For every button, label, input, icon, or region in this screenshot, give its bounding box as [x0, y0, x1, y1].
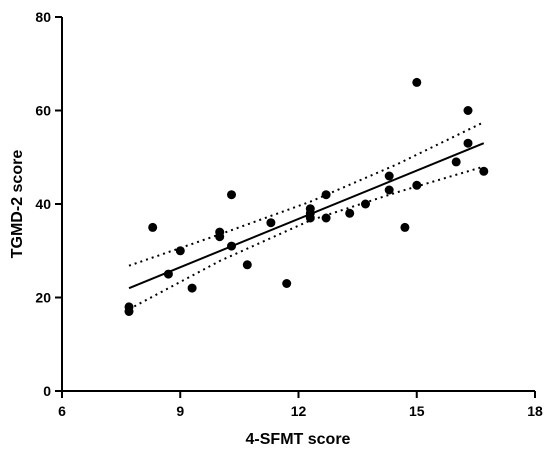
data-point [463, 106, 473, 115]
data-point [345, 208, 355, 218]
data-point [384, 171, 394, 181]
data-point [321, 213, 331, 223]
data-point [163, 269, 173, 279]
confidence-band [128, 121, 485, 311]
x-tick-label: 9 [176, 403, 184, 419]
data-points [124, 77, 489, 316]
data-point [227, 190, 236, 200]
data-point [451, 157, 461, 167]
data-point [148, 222, 158, 232]
axes [61, 17, 535, 392]
data-point [479, 166, 489, 176]
data-point [305, 213, 315, 223]
regression-line-group [128, 142, 485, 290]
x-axis-title: 4-SFMT score [246, 431, 351, 448]
data-point [321, 190, 331, 200]
y-tick-label: 0 [43, 383, 51, 399]
data-point [124, 307, 134, 316]
data-point [242, 260, 252, 270]
data-point [384, 185, 394, 195]
data-point [266, 218, 276, 228]
x-tick-label: 18 [527, 403, 543, 419]
y-ticks: 0 20 40 60 80 [35, 9, 62, 399]
x-tick-label: 6 [58, 403, 66, 419]
data-point [187, 283, 197, 293]
data-point [400, 222, 410, 232]
y-tick-label: 40 [35, 196, 51, 212]
ci-lower-line [128, 165, 485, 311]
y-axis-title: TGMD-2 score [9, 150, 26, 259]
x-ticks: 6 9 12 15 18 [58, 391, 543, 419]
data-point [175, 246, 185, 256]
data-point [361, 199, 370, 209]
data-point [215, 232, 225, 242]
data-point [412, 77, 422, 87]
regression-line [128, 142, 485, 290]
x-tick-label: 12 [291, 403, 307, 419]
x-tick-label: 15 [409, 403, 425, 419]
data-point [463, 138, 473, 148]
data-point [227, 241, 236, 251]
y-tick-label: 60 [35, 103, 51, 119]
ci-upper-line [128, 121, 485, 267]
data-point [412, 180, 422, 190]
y-tick-label: 20 [35, 290, 51, 306]
y-tick-label: 80 [35, 9, 51, 25]
data-point [282, 279, 292, 288]
